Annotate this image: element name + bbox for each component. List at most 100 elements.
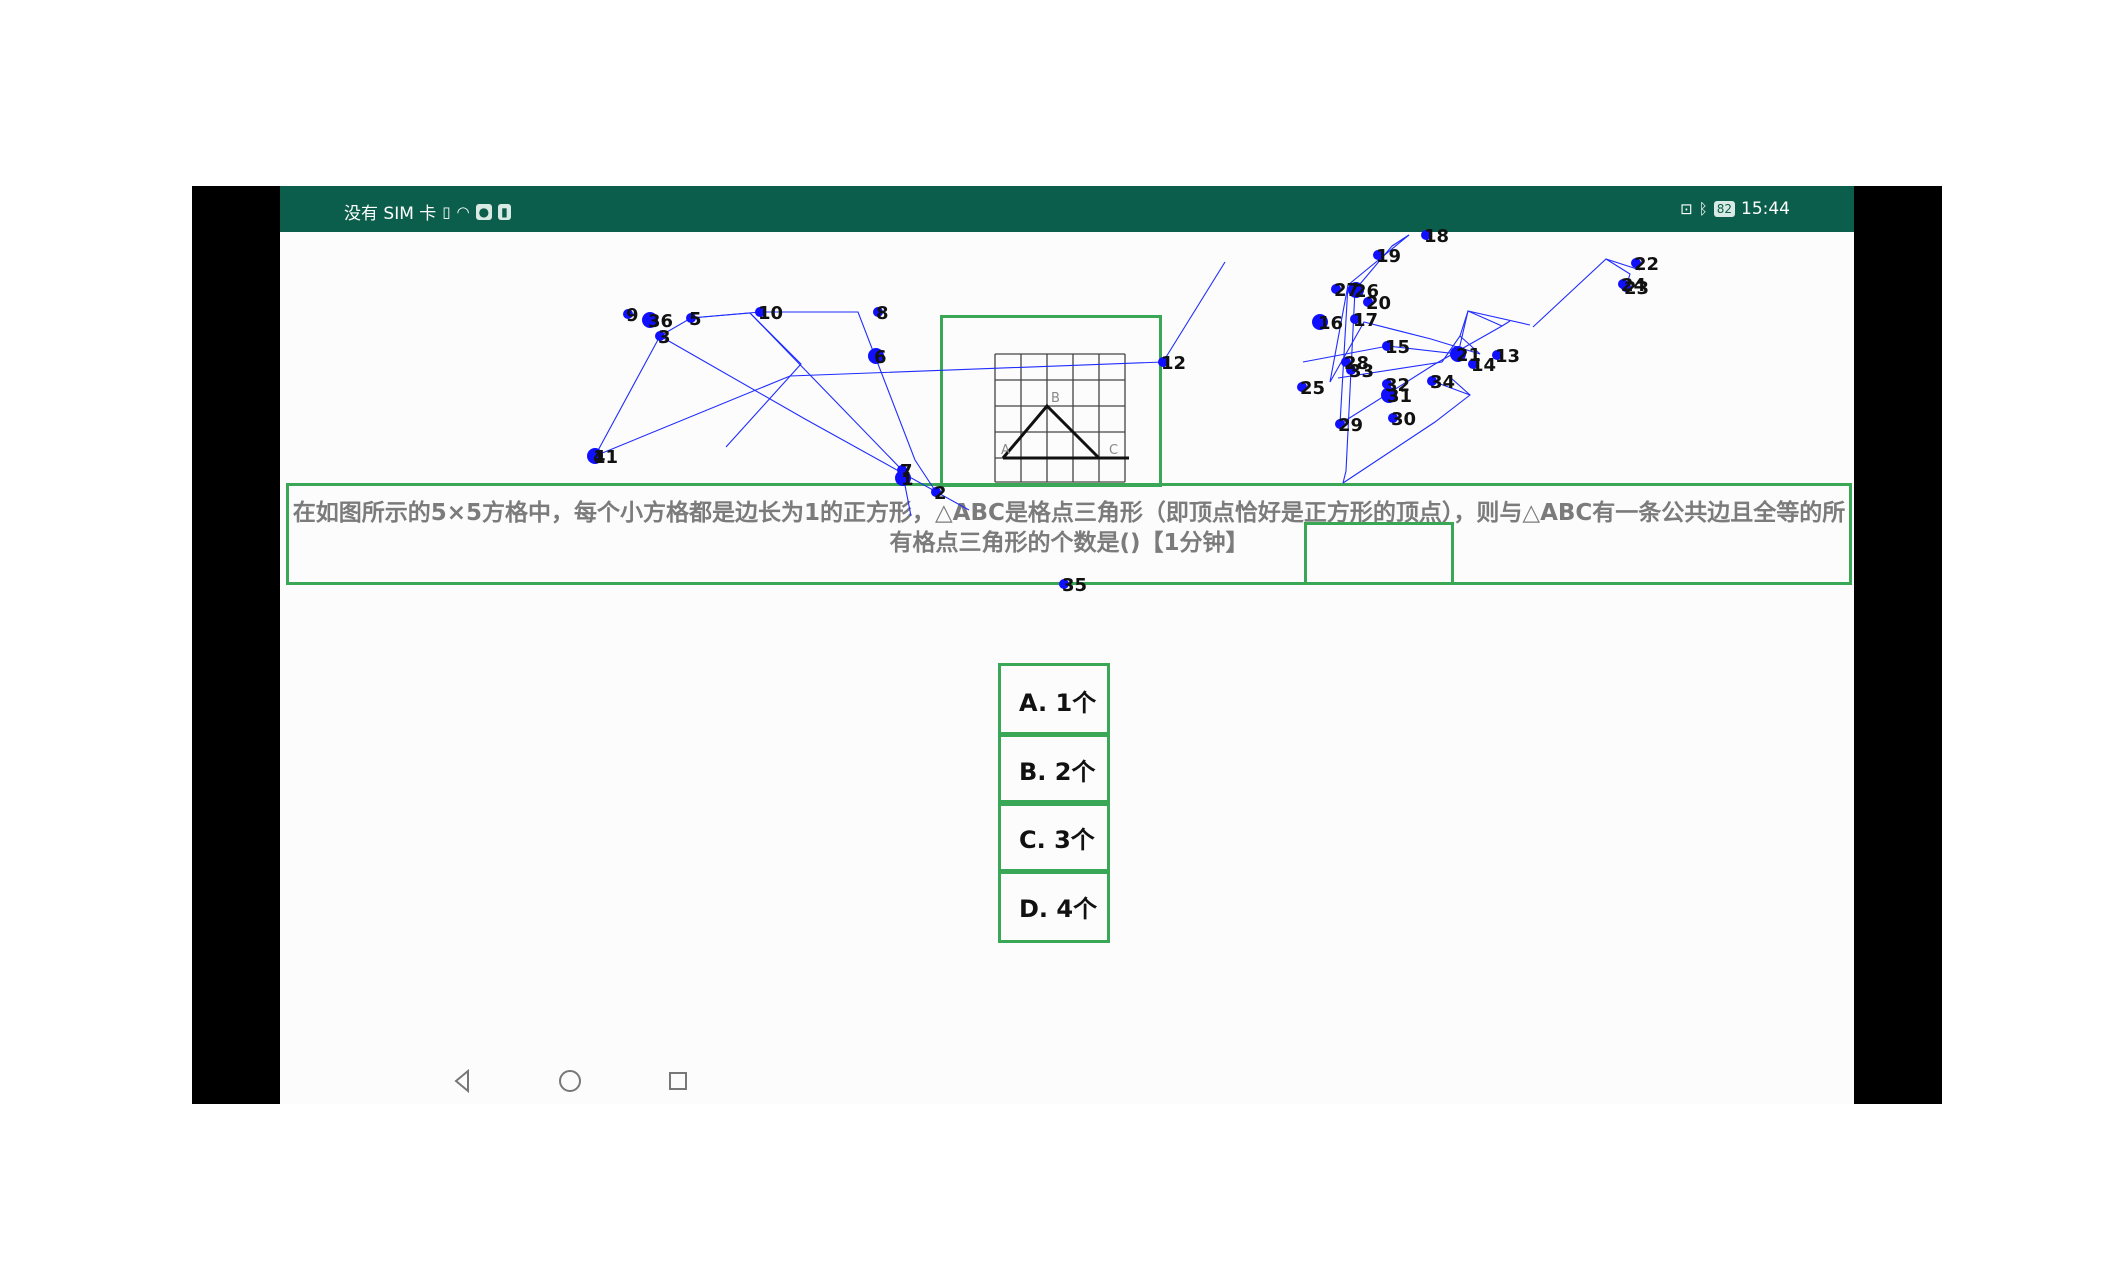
option-b-label: B. 2个 <box>1019 757 1096 786</box>
debug-marker-dot <box>1341 357 1351 367</box>
debug-marker-label: 14 <box>1471 355 1496 376</box>
status-left: 没有 SIM 卡 ▯ ◠ ● ▮ <box>344 199 511 224</box>
device-frame: 没有 SIM 卡 ▯ ◠ ● ▮ ⊡ ᛒ 82 15:44 <box>192 186 1942 1104</box>
debug-marker-dot <box>873 307 883 317</box>
debug-marker-label: 9 <box>626 305 639 326</box>
debug-marker-dot <box>1381 387 1397 403</box>
navigation-bar <box>440 1066 700 1096</box>
debug-marker-label: 26 <box>1354 281 1379 302</box>
time-limit-box[interactable] <box>1304 522 1454 585</box>
debug-marker-dot <box>1468 359 1478 369</box>
debug-marker-dot <box>686 313 696 323</box>
status-bar: 没有 SIM 卡 ▯ ◠ ● ▮ ⊡ ᛒ 82 15:44 <box>280 186 1854 232</box>
debug-marker-dot <box>1346 365 1356 375</box>
debug-marker-label: 17 <box>1353 310 1378 331</box>
screen: 没有 SIM 卡 ▯ ◠ ● ▮ ⊡ ᛒ 82 15:44 <box>280 186 1854 1104</box>
debug-marker-label: 21 <box>1456 345 1481 366</box>
notification-app-icon-2: ▮ <box>498 203 511 220</box>
option-b[interactable]: B. 2个 <box>998 732 1110 806</box>
debug-marker-label: 30 <box>1391 409 1416 430</box>
grid-figure: B A C <box>994 353 1129 483</box>
debug-marker-label: 22 <box>1634 254 1659 275</box>
debug-marker-label: 28 <box>1344 353 1369 374</box>
debug-marker-dot <box>1421 230 1431 240</box>
debug-marker-dot <box>655 331 665 341</box>
debug-marker-label: 3 <box>658 327 671 348</box>
debug-marker-dot <box>1363 297 1373 307</box>
debug-marker-label: 19 <box>1376 246 1401 267</box>
status-right: ⊡ ᛒ 82 15:44 <box>1680 199 1790 219</box>
recents-icon <box>669 1072 687 1090</box>
question-text: 在如图所示的5×5方格中，每个小方格都是边长为1的正方形，△ABC是格点三角形（… <box>292 500 1846 556</box>
debug-marker-label: 35 <box>1062 575 1087 596</box>
debug-marker-label: 32 <box>1385 375 1410 396</box>
debug-marker-dot <box>1158 357 1168 367</box>
debug-marker-label: 16 <box>1318 313 1343 334</box>
debug-marker-label: 12 <box>1161 353 1186 374</box>
debug-marker-label: 25 <box>1300 378 1325 399</box>
debug-marker-dot <box>1059 579 1069 589</box>
option-c-label: C. 3个 <box>1019 825 1095 854</box>
back-icon <box>454 1068 469 1094</box>
debug-marker-label: 13 <box>1495 346 1520 367</box>
debug-marker-label: 5 <box>689 309 702 330</box>
debug-marker-label: 18 <box>1424 226 1449 247</box>
option-a-label: A. 1个 <box>1019 688 1097 717</box>
home-button[interactable] <box>548 1066 592 1096</box>
debug-marker-label: 10 <box>758 303 783 324</box>
debug-marker-label: 34 <box>1430 372 1455 393</box>
back-button[interactable] <box>440 1066 484 1096</box>
battery-level: 82 <box>1716 202 1732 216</box>
debug-marker-label: 36 <box>648 311 673 332</box>
debug-marker-label: 1 <box>901 469 914 490</box>
debug-marker-dot <box>755 307 765 317</box>
home-icon <box>559 1070 581 1092</box>
debug-marker-dot <box>1388 413 1398 423</box>
debug-marker-label: 2 <box>934 483 947 504</box>
debug-marker-dot <box>642 312 658 328</box>
cast-icon: ⊡ <box>1680 200 1693 218</box>
bluetooth-icon: ᛒ <box>1698 200 1708 218</box>
sim-file-icon: ▯ <box>442 202 451 221</box>
debug-marker-label: 27 <box>1334 280 1359 301</box>
debug-marker-label: 7 <box>900 461 913 482</box>
debug-marker-dot <box>1350 314 1360 324</box>
option-d[interactable]: D. 4个 <box>998 869 1110 943</box>
option-c[interactable]: C. 3个 <box>998 800 1110 874</box>
option-d-label: D. 4个 <box>1019 894 1098 923</box>
debug-marker-dot <box>1335 419 1345 429</box>
debug-marker-dot <box>1427 376 1437 386</box>
debug-marker-label: 6 <box>874 347 887 368</box>
debug-marker-label: 8 <box>876 303 889 324</box>
debug-marker-label: 4 <box>593 447 606 468</box>
debug-marker-dot <box>587 448 603 464</box>
clock: 15:44 <box>1741 199 1790 219</box>
debug-marker-label: 23 <box>1624 278 1649 299</box>
debug-marker-label: 20 <box>1366 293 1391 314</box>
debug-marker-dot <box>1618 279 1628 289</box>
notification-app-icon: ● <box>475 203 493 220</box>
wifi-icon: ◠ <box>456 202 470 221</box>
figure-label-a: A <box>1001 443 1010 458</box>
debug-marker-label: 29 <box>1338 415 1363 436</box>
sim-status-text: 没有 SIM 卡 <box>344 204 437 224</box>
debug-marker-dot <box>1382 341 1392 351</box>
debug-marker-dot <box>1450 346 1466 362</box>
debug-marker-dot <box>931 487 941 497</box>
option-a[interactable]: A. 1个 <box>998 663 1110 737</box>
debug-marker-dot <box>1373 250 1383 260</box>
debug-marker-label: 33 <box>1349 361 1374 382</box>
figure-label-c: C <box>1109 443 1118 458</box>
debug-marker-dot <box>897 465 907 475</box>
battery-icon: 82 <box>1713 201 1735 217</box>
figure-label-b: B <box>1051 391 1060 406</box>
debug-marker-dot <box>1297 382 1307 392</box>
debug-marker-dot <box>868 348 884 364</box>
debug-marker-dot <box>1348 282 1364 298</box>
recents-button[interactable] <box>656 1066 700 1096</box>
debug-marker-dot <box>1492 350 1502 360</box>
question-text-box[interactable]: 在如图所示的5×5方格中，每个小方格都是边长为1的正方形，△ABC是格点三角形（… <box>286 483 1852 585</box>
debug-marker-dot <box>1331 284 1341 294</box>
debug-marker-dot <box>623 309 633 319</box>
